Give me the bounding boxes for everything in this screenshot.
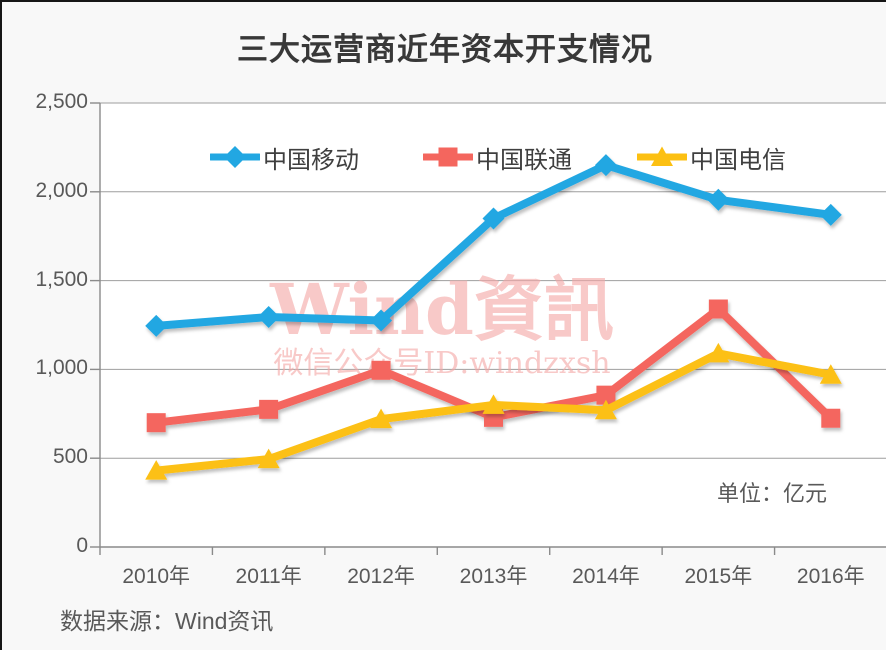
unit-note: 单位：亿元 (716, 481, 827, 506)
y-axis-tick-label: 1,500 (35, 267, 88, 291)
legend-item-3: 中国电信 (637, 144, 786, 174)
x-axis-label: 2013年 (459, 565, 528, 588)
y-axis-tick-label: 2,500 (35, 90, 88, 113)
legend-item-2: 中国联通 (423, 144, 572, 174)
y-axis-tick-label: 2,000 (35, 178, 88, 202)
x-axis-label: 2010年 (122, 565, 191, 588)
series-中国电信 (145, 342, 842, 480)
legend-label: 中国移动 (263, 146, 359, 174)
legend-marker-icon (423, 147, 473, 167)
x-axis-label: 2014年 (572, 565, 640, 588)
y-axis-tick-label: 500 (52, 445, 88, 469)
data-source-note: 数据来源：Wind资讯 (60, 608, 274, 634)
legend-label: 中国联通 (476, 146, 572, 174)
legend-item-1: 中国移动 (210, 144, 359, 174)
legend-label: 中国电信 (690, 146, 786, 174)
y-axis-tick-label: 1,000 (35, 356, 88, 380)
x-axis-label: 2016年 (796, 565, 865, 588)
x-axis-label: 2015年 (684, 565, 753, 588)
legend-marker-icon (637, 146, 687, 166)
chart-title: 三大运营商近年资本开支情况 (237, 32, 653, 67)
series-中国移动 (145, 154, 842, 337)
x-axis-label: 2011年 (235, 565, 302, 588)
y-axis-tick-label: 0 (76, 534, 88, 557)
legend-marker-icon (210, 146, 260, 168)
x-axis-label: 2012年 (347, 565, 415, 588)
